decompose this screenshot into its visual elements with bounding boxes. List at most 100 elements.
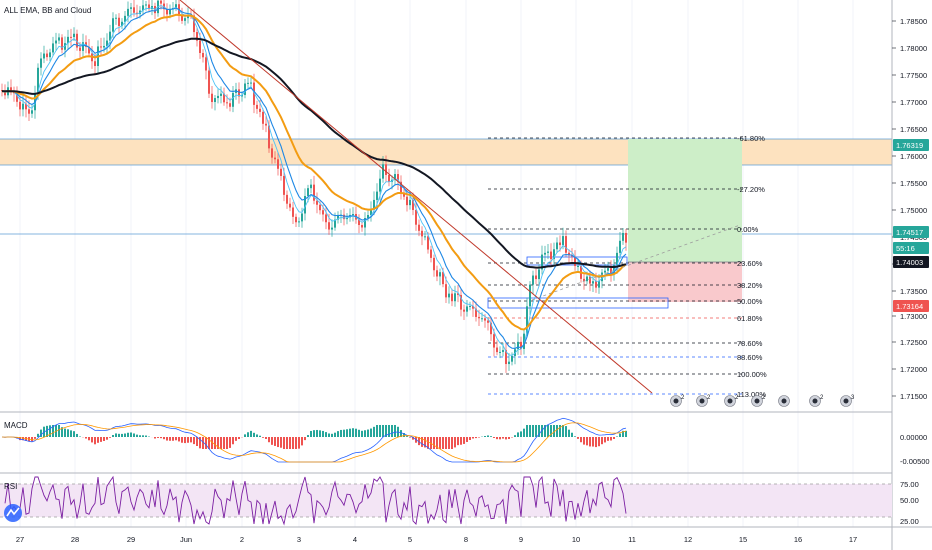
price-tick-label: 1.78500	[900, 17, 927, 26]
price-tick-label: 1.77500	[900, 71, 927, 80]
date-tick-label: 2	[240, 535, 244, 544]
rsi-tick-label: 50.00	[900, 496, 919, 505]
date-tick-label: 8	[464, 535, 468, 544]
svg-text:88.60%: 88.60%	[737, 353, 763, 362]
svg-text:50.00%: 50.00%	[737, 297, 763, 306]
date-tick-label: 11	[628, 535, 636, 544]
target-zone	[628, 139, 742, 262]
svg-text:0.00%: 0.00%	[737, 225, 759, 234]
rsi-line	[4, 475, 627, 526]
svg-text:61.80%: 61.80%	[737, 314, 763, 323]
date-tick-label: 17	[849, 535, 857, 544]
svg-text:2: 2	[735, 395, 739, 401]
svg-text:1.74517: 1.74517	[896, 228, 923, 237]
date-tick-label: 15	[739, 535, 747, 544]
price-tag: 1.74003	[893, 256, 929, 268]
fib-retracement[interactable]: -61.80% -27.20% 0.00% 23.60% 38.20% 50.00% 61.…	[488, 134, 767, 399]
economic-event-icon[interactable]: 2	[751, 395, 767, 407]
date-tick-label: Jun	[180, 535, 192, 544]
fib-level: 61.80%	[488, 314, 763, 323]
ema-fast-line	[1, 7, 627, 349]
rsi-axis[interactable]: 75.00 50.00 25.00	[900, 480, 919, 526]
svg-text:2: 2	[681, 395, 685, 401]
descending-trendline[interactable]	[179, 0, 653, 394]
price-tick-label: 1.76500	[900, 125, 927, 134]
svg-text:-27.20%: -27.20%	[737, 185, 765, 194]
economic-event-icon[interactable]	[778, 395, 790, 407]
price-tick-label: 1.78000	[900, 44, 927, 53]
rsi-label[interactable]: RSI	[4, 482, 17, 491]
price-tags: 1.76319 1.74517 55:16 1.74003 1.73164	[893, 139, 929, 312]
svg-text:1.73164: 1.73164	[896, 302, 923, 311]
svg-text:-61.80%: -61.80%	[737, 134, 765, 143]
rsi-tick-label: 25.00	[900, 517, 919, 526]
svg-text:78.60%: 78.60%	[737, 339, 763, 348]
fib-level: -27.20%	[488, 185, 765, 194]
macd-tick-label: -0.00500	[900, 457, 930, 466]
economic-event-icon[interactable]: 2	[809, 395, 825, 407]
economic-event-icon[interactable]: 2	[670, 395, 686, 407]
svg-text:38.20%: 38.20%	[737, 281, 763, 290]
macd-label[interactable]: MACD	[4, 421, 28, 430]
economic-event-icon[interactable]: 3	[840, 395, 856, 407]
price-tag: 1.74517	[893, 226, 929, 238]
price-tick-label: 1.75500	[900, 179, 927, 188]
macd-tick-label: 0.00000	[900, 433, 927, 442]
date-tick-label: 28	[71, 535, 79, 544]
svg-text:23.60%: 23.60%	[737, 259, 763, 268]
economic-event-icon[interactable]: 2	[724, 395, 740, 407]
price-tick-label: 1.77000	[900, 98, 927, 107]
price-tag: 1.73164	[893, 300, 929, 312]
events-row: 2 2 2 2 2 3	[670, 395, 856, 407]
rsi-band	[0, 484, 892, 517]
bollinger-line	[1, 5, 627, 356]
svg-text:55:16: 55:16	[896, 244, 915, 253]
svg-text:2: 2	[707, 395, 711, 401]
price-tick-label: 1.75000	[900, 206, 927, 215]
range-rectangle[interactable]	[487, 297, 669, 309]
svg-text:113.00%: 113.00%	[737, 390, 766, 399]
stop-zone	[628, 262, 742, 302]
price-tick-label: 1.72000	[900, 365, 927, 374]
date-tick-label: 29	[127, 535, 135, 544]
price-tick-label: 1.72500	[900, 338, 927, 347]
fib-level: 78.60%	[488, 339, 763, 348]
fib-level: 100.00%	[488, 370, 767, 379]
date-tick-label: 16	[794, 535, 802, 544]
svg-text:2: 2	[762, 395, 766, 401]
price-tick-label: 1.71500	[900, 392, 927, 401]
svg-text:1.76319: 1.76319	[896, 141, 923, 150]
signal-line	[1, 422, 627, 463]
projection-line[interactable]	[531, 224, 741, 301]
price-tick-label: 1.73000	[900, 312, 927, 321]
range-rectangle-upper[interactable]	[526, 256, 628, 266]
supply-zone[interactable]	[0, 139, 892, 165]
economic-event-icon[interactable]: 2	[696, 395, 712, 407]
macd-axis[interactable]: 0.00000 -0.00500	[900, 433, 930, 466]
price-tick-label: 1.73500	[900, 287, 927, 296]
price-axis[interactable]: 1.78500 1.78000 1.77500 1.77000 1.76500 1.760…	[892, 17, 927, 401]
macd-pane[interactable]	[1, 417, 627, 463]
long-position-tool[interactable]	[628, 139, 742, 302]
svg-text:100.00%: 100.00%	[737, 370, 767, 379]
price-tag: 1.76319	[893, 139, 929, 151]
rsi-tick-label: 75.00	[900, 480, 919, 489]
svg-text:1.74003: 1.74003	[896, 258, 923, 267]
fib-level: 23.60%	[488, 259, 763, 268]
date-tick-label: 9	[519, 535, 523, 544]
date-tick-label: 3	[297, 535, 301, 544]
fib-level: 113.00%	[488, 390, 766, 399]
ema-long-line	[1, 37, 627, 269]
svg-text:2: 2	[820, 395, 824, 401]
fib-level: 88.60%	[488, 353, 763, 362]
svg-text:3: 3	[851, 395, 855, 401]
main-indicator-label[interactable]: ALL EMA, BB and Cloud	[4, 6, 91, 15]
price-tick-label: 1.76000	[900, 152, 927, 161]
tradingview-logo[interactable]	[4, 504, 22, 522]
date-tick-label: 4	[353, 535, 357, 544]
date-axis[interactable]: 27 28 29 Jun 2 3 4 5 8 9 10 11 12 15 16 17	[16, 535, 857, 544]
date-tick-label: 10	[572, 535, 580, 544]
fib-level: -61.80%	[488, 134, 765, 143]
date-tick-label: 12	[684, 535, 692, 544]
